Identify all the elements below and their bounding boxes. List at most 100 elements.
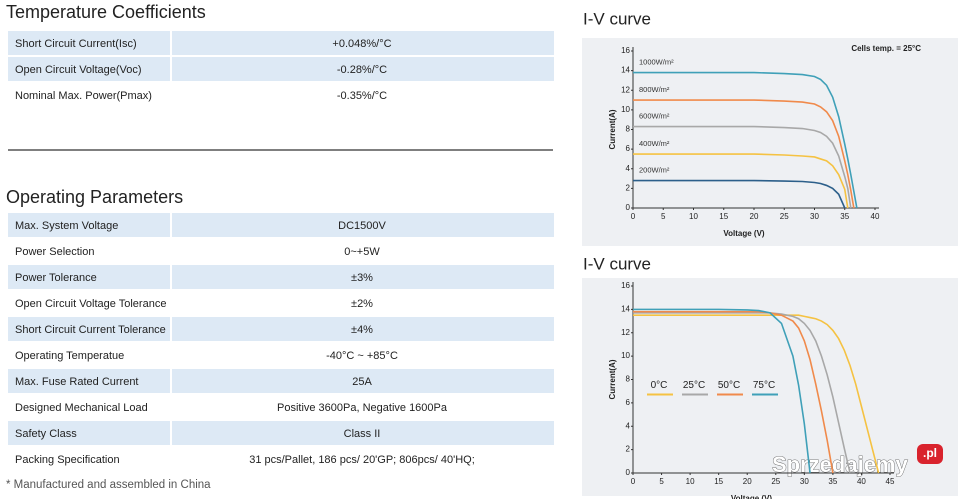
chart-title: I-V curve <box>583 9 651 28</box>
series-line <box>633 179 846 209</box>
annotation: Cells temp. = 25°C <box>851 44 921 53</box>
y-tick-label: 12 <box>621 328 630 337</box>
row-value: -0.35%/°C <box>337 90 387 102</box>
table-row <box>8 395 554 419</box>
row-label: Short Circuit Current(Isc) <box>15 38 137 50</box>
x-tick-label: 10 <box>686 477 695 486</box>
legend-label: 25°C <box>683 380 705 391</box>
legend-label: 800W/m² <box>639 85 670 94</box>
x-tick-label: 25 <box>771 477 780 486</box>
y-axis-label: Current(A) <box>608 109 617 149</box>
watermark-badge: .pl <box>923 446 937 460</box>
row-label: Operating Temperatue <box>15 350 124 362</box>
series-line <box>633 310 834 474</box>
row-label: Open Circuit Voltage Tolerance <box>15 298 166 310</box>
row-label: Power Selection <box>15 246 95 258</box>
table-row <box>8 343 554 367</box>
x-tick-label: 25 <box>780 212 789 221</box>
y-tick-label: 6 <box>626 144 631 153</box>
row-label: Short Circuit Current Tolerance <box>15 324 166 336</box>
y-tick-label: 16 <box>621 281 630 290</box>
row-label: Nominal Max. Power(Pmax) <box>15 90 152 102</box>
x-tick-label: 20 <box>750 212 759 221</box>
x-tick-label: 5 <box>659 477 664 486</box>
row-value: ±4% <box>351 324 373 336</box>
row-value: ±3% <box>351 272 373 284</box>
y-tick-label: 8 <box>626 375 631 384</box>
y-tick-label: 10 <box>621 351 630 360</box>
row-label: Open Circuit Voltage(Voc) <box>15 64 142 76</box>
legend-label: 200W/m² <box>639 166 670 175</box>
table-row <box>8 317 554 341</box>
x-axis-label: Voltage (V) <box>731 494 773 499</box>
y-tick-label: 4 <box>626 421 631 430</box>
y-tick-label: 14 <box>621 66 630 75</box>
row-value: 31 pcs/Pallet, 186 pcs/ 20'GP; 806pcs/ 4… <box>249 454 475 466</box>
row-value: ±2% <box>351 298 373 310</box>
watermark-badge-bg <box>917 444 943 464</box>
x-tick-label: 30 <box>800 477 809 486</box>
series-line <box>633 312 851 474</box>
row-value: 0~+5W <box>344 246 380 258</box>
x-tick-label: 35 <box>840 212 849 221</box>
table-row <box>8 83 554 107</box>
legend-label: 75°C <box>753 380 775 391</box>
section-title: Temperature Coefficients <box>6 2 206 22</box>
x-tick-label: 0 <box>631 477 636 486</box>
series-line <box>633 71 858 209</box>
footnote: * Manufactured and assembled in China <box>6 479 211 491</box>
table-row <box>8 421 554 445</box>
chart-title: I-V curve <box>583 254 651 273</box>
row-label: Max. System Voltage <box>15 220 118 232</box>
row-value: +0.048%/°C <box>332 38 391 50</box>
y-tick-label: 12 <box>621 85 630 94</box>
row-value: 25A <box>352 376 372 388</box>
y-tick-label: 0 <box>626 468 631 477</box>
row-label: Max. Fuse Rated Current <box>15 376 139 388</box>
row-label: Power Tolerance <box>15 272 97 284</box>
table-row <box>8 369 554 393</box>
x-tick-label: 20 <box>743 477 752 486</box>
table-row <box>8 239 554 263</box>
x-tick-label: 45 <box>886 477 895 486</box>
y-tick-label: 0 <box>626 203 631 212</box>
table-row <box>8 213 554 237</box>
table-row <box>8 31 554 55</box>
row-value: DC1500V <box>338 220 386 232</box>
legend-label: 1000W/m² <box>639 58 674 67</box>
chart-panel <box>582 278 958 496</box>
x-tick-label: 30 <box>810 212 819 221</box>
y-tick-label: 2 <box>626 183 631 192</box>
x-tick-label: 10 <box>689 212 698 221</box>
series-line <box>633 308 811 474</box>
y-tick-label: 8 <box>626 125 631 134</box>
x-tick-label: 15 <box>719 212 728 221</box>
row-value: -0.28%/°C <box>337 64 387 76</box>
x-tick-label: 0 <box>631 212 636 221</box>
y-tick-label: 16 <box>621 46 630 55</box>
legend-label: 0°C <box>651 380 668 391</box>
legend-label: 400W/m² <box>639 139 670 148</box>
row-value: Positive 3600Pa, Negative 1600Pa <box>277 402 448 414</box>
y-tick-label: 14 <box>621 304 630 313</box>
row-value: -40°C ~ +85°C <box>326 350 398 362</box>
x-tick-label: 5 <box>661 212 666 221</box>
legend-label: 600W/m² <box>639 112 670 121</box>
row-label: Designed Mechanical Load <box>15 402 148 414</box>
table-row <box>8 57 554 81</box>
row-value: Class II <box>344 428 381 440</box>
x-tick-label: 15 <box>714 477 723 486</box>
x-tick-label: 35 <box>828 477 837 486</box>
table-row <box>8 447 554 471</box>
y-tick-label: 4 <box>626 164 631 173</box>
y-axis-label: Current(A) <box>608 359 617 399</box>
x-tick-label: 40 <box>857 477 866 486</box>
x-tick-label: 40 <box>871 212 880 221</box>
table-row <box>8 291 554 315</box>
row-label: Packing Specification <box>15 454 120 466</box>
y-tick-label: 10 <box>621 105 630 114</box>
y-tick-label: 2 <box>626 445 631 454</box>
legend-label: 50°C <box>718 380 740 391</box>
series-line <box>633 314 880 474</box>
